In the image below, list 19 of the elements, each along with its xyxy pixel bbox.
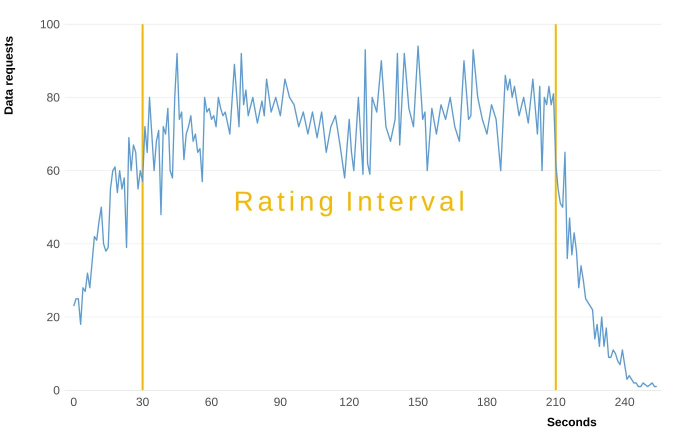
y-tick-label: 60 [47,166,60,176]
y-tick-label: 80 [47,93,60,102]
x-tick-label: 0 [70,398,77,406]
x-tick-label: 120 [340,398,359,406]
line-series [73,46,658,388]
annotation: Rating Interval [236,190,463,217]
y-tick-label: 40 [46,240,60,248]
x-tick-label: 180 [478,398,496,406]
x-tick-label: 150 [409,398,428,406]
x-tick-label: 90 [274,398,287,406]
y-tick-label: 100 [40,20,60,29]
y-axis-title: Data requests [4,36,16,114]
y-tick-label: 20 [47,312,60,322]
x-tick-label: 240 [615,398,634,406]
x-tick-label: 210 [546,398,566,406]
x-tick-label: 30 [136,398,149,406]
x-tick-label: 60 [205,398,218,406]
x-axis-title: Seconds [547,418,596,426]
y-tick-label: 0 [54,386,60,395]
